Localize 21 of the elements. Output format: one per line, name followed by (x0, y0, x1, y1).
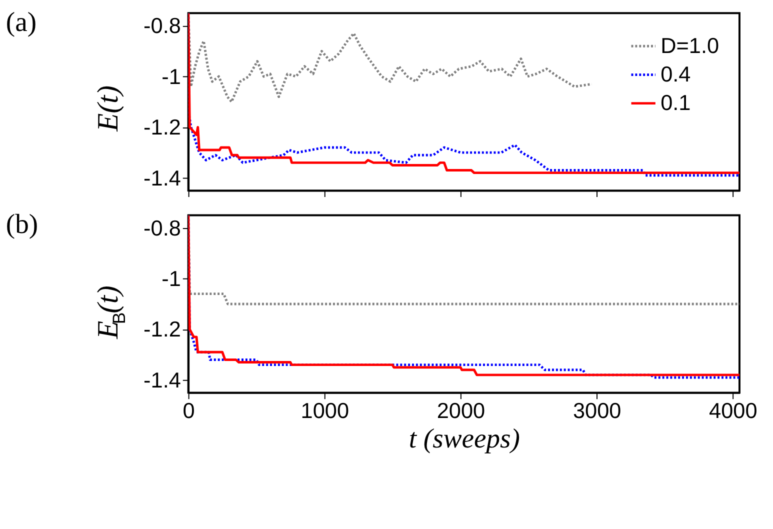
x-tick-label: 2000 (436, 398, 486, 423)
legend-label: 0.1 (660, 90, 691, 116)
y-tick-label: -1 (162, 266, 181, 292)
y-tick-label: -1.4 (144, 165, 181, 190)
y-axis-title: E(t) (92, 85, 124, 132)
x-tick-label: 0 (182, 398, 195, 423)
y-tick-label: -0.8 (144, 215, 181, 240)
x-tick-label: 3000 (572, 398, 622, 423)
legend-label: D=1.0 (660, 33, 720, 58)
y-axis-title: EB(t) (92, 286, 130, 340)
x-tick-label: 4000 (709, 398, 758, 423)
legend-label: 0.4 (660, 62, 691, 87)
y-tick-label: -1 (162, 64, 181, 89)
y-tick-label: -0.8 (144, 13, 181, 38)
chart-title: (a) (6, 6, 37, 37)
y-tick-label: -1.2 (144, 114, 181, 140)
x-tick-label: 1000 (300, 398, 350, 423)
x-axis-title: t (sweeps) (408, 422, 520, 454)
chart-title: (b) (6, 208, 38, 239)
y-tick-label: -1.2 (144, 316, 181, 342)
y-tick-label: -1.4 (144, 367, 181, 392)
